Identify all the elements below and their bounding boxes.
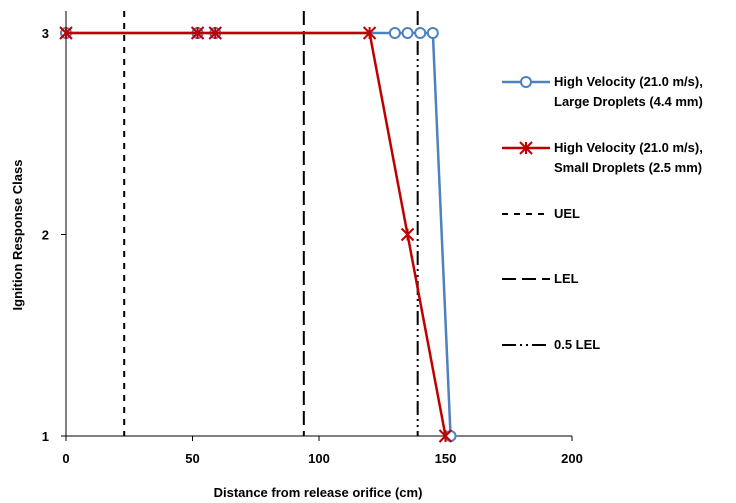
data-point — [190, 26, 205, 40]
legend-item-series-2: High Velocity (21.0 m/s), Small Droplets … — [502, 140, 703, 175]
legend-item-0-5-lel: 0.5 LEL — [502, 337, 600, 352]
data-point — [520, 76, 532, 88]
x-tick-label: 0 — [62, 451, 69, 466]
series-2 — [59, 26, 453, 443]
legend-label-line1: High Velocity (21.0 m/s), — [554, 140, 703, 155]
series-line — [66, 31, 447, 437]
data-point — [362, 26, 377, 40]
legend: High Velocity (21.0 m/s), Large Droplets … — [502, 74, 703, 352]
y-axis-title: Ignition Response Class — [10, 160, 25, 311]
tick-labels: 0 50 100 150 200 1 2 3 — [42, 26, 583, 466]
data-point — [519, 141, 533, 155]
data-point — [414, 27, 427, 39]
data-point — [438, 429, 453, 443]
legend-label: UEL — [554, 206, 580, 221]
y-tick-label: 2 — [42, 228, 49, 243]
data-point — [401, 27, 414, 39]
data-point — [400, 227, 415, 242]
series-1 — [60, 27, 457, 442]
x-tick-label: 50 — [185, 451, 199, 466]
legend-item-series-1: High Velocity (21.0 m/s), Large Droplets … — [502, 74, 703, 109]
legend-label-line1: High Velocity (21.0 m/s), — [554, 74, 703, 89]
axes — [61, 11, 573, 441]
legend-label-line2: Large Droplets (4.4 mm) — [554, 94, 703, 109]
legend-label-line2: Small Droplets (2.5 mm) — [554, 160, 702, 175]
x-tick-label: 150 — [435, 451, 457, 466]
y-tick-label: 1 — [42, 429, 49, 444]
x-tick-label: 100 — [308, 451, 330, 466]
legend-label: LEL — [554, 271, 579, 286]
legend-item-uel: UEL — [502, 206, 580, 221]
reference-lines — [123, 11, 419, 436]
data-point — [208, 26, 222, 40]
x-axis-title: Distance from release orifice (cm) — [214, 485, 423, 500]
data-point — [444, 430, 457, 442]
legend-label: 0.5 LEL — [554, 337, 600, 352]
series-layer — [59, 26, 457, 443]
x-tick-label: 200 — [561, 451, 583, 466]
data-point — [59, 26, 73, 40]
data-point — [388, 27, 401, 39]
y-tick-label: 3 — [42, 26, 49, 41]
legend-item-lel: LEL — [502, 271, 579, 286]
data-point — [426, 27, 439, 39]
